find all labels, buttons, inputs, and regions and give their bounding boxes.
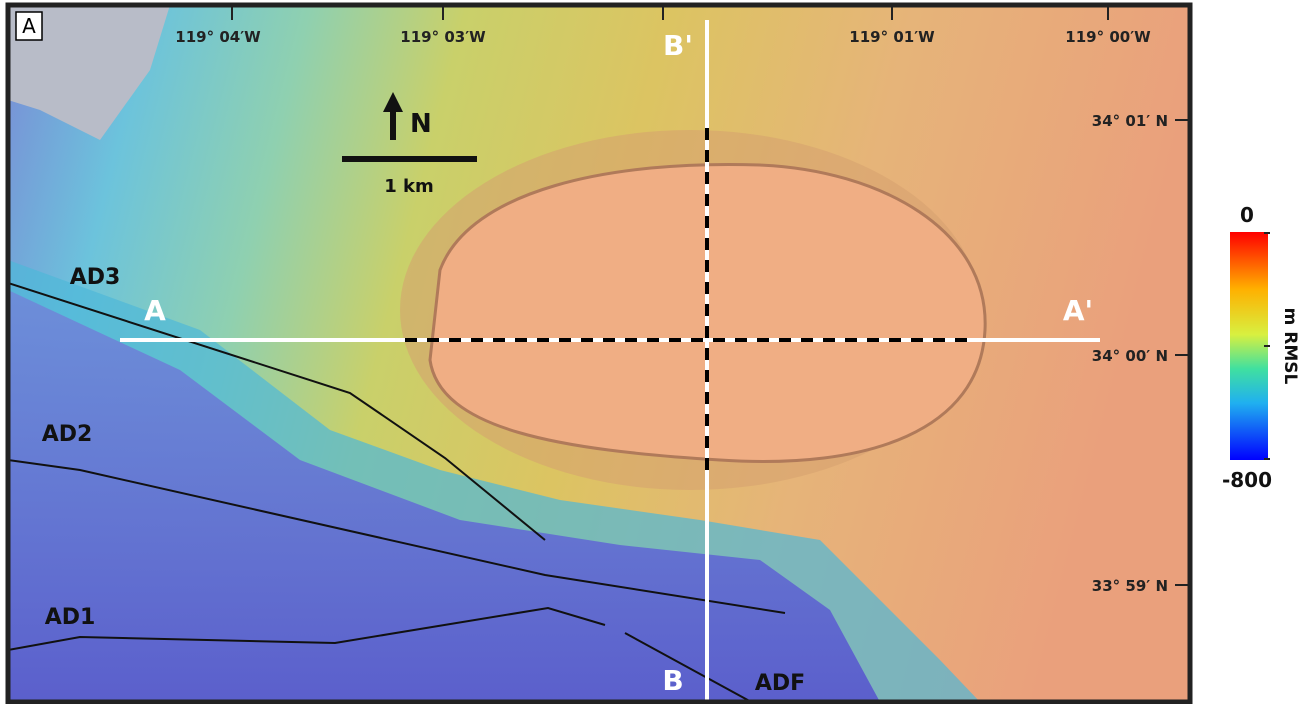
profile-label: A' (1063, 294, 1093, 327)
north-label: N (410, 109, 432, 139)
fault-label: AD1 (45, 605, 96, 630)
colorbar-title: m RMSL (1280, 308, 1300, 385)
longitude-label: 119° 00′W (1065, 28, 1151, 46)
latitude-label: 34° 01′ N (1092, 112, 1168, 130)
fault-label: AD2 (42, 422, 93, 447)
fault-label: AD3 (70, 265, 121, 290)
scale-label: 1 km (384, 176, 434, 197)
latitude-label: 34° 00′ N (1092, 347, 1168, 365)
map-figure: A 119° 04′W 119° 03′W 119° 01′W 119° 00′… (0, 0, 1306, 704)
latitude-label: 33° 59′ N (1092, 577, 1168, 595)
profile-label: A (144, 294, 166, 327)
colorbar-label: 0 (1240, 203, 1254, 227)
bathymetry (8, 5, 1190, 704)
fault-label: ADF (755, 671, 805, 696)
longitude-label: 119° 03′W (400, 28, 486, 46)
colorbar-label: -800 (1222, 468, 1272, 492)
colorbar (1230, 232, 1268, 460)
profile-label: B' (663, 29, 693, 62)
profile-label: B (662, 664, 683, 697)
longitude-label: 119° 04′W (175, 28, 261, 46)
longitude-label: 119° 01′W (849, 28, 935, 46)
panel-label: A (22, 14, 36, 38)
